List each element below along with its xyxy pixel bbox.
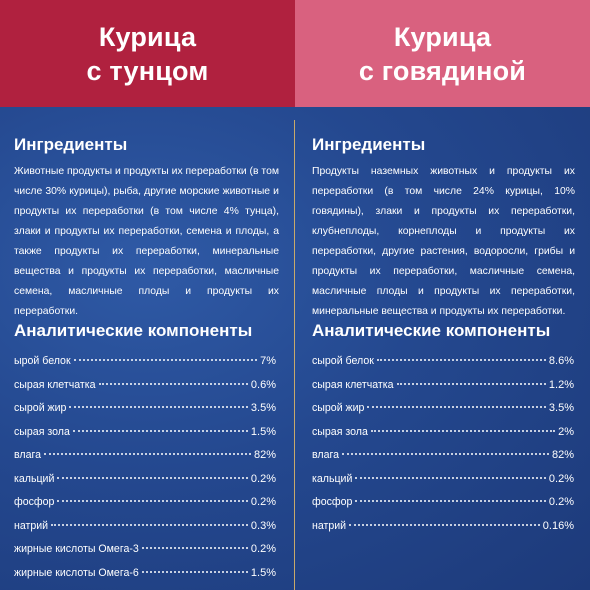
component-name: сырой жир [312, 402, 365, 414]
left-analytical-title: Аналитические компоненты [14, 321, 253, 340]
component-name: жирные кислоты Омега-6 [14, 566, 139, 579]
component-row: сырая клетчатка 1.2% [312, 374, 574, 398]
component-value: 0.2% [250, 472, 276, 485]
component-row: фосфор 0.2% [312, 491, 574, 515]
component-name: фосфор [312, 496, 353, 508]
left-ingredients-title: Ингредиенты [14, 135, 128, 154]
dot-leader [141, 547, 248, 549]
component-row: натрий 0.16% [312, 515, 574, 539]
component-value: 7% [260, 355, 276, 367]
dot-leader [51, 523, 248, 526]
component-name: ырой белок [14, 355, 71, 367]
component-value: 82% [551, 449, 574, 461]
dot-leader [57, 476, 248, 479]
component-row: сырая зола 1.5% [14, 421, 276, 445]
column-divider [294, 120, 295, 590]
component-name: фосфор [14, 496, 55, 508]
right-components-list: сырой белок 8.6% сырая клетчатка 1.2% сырой … [312, 350, 574, 538]
dot-leader [370, 429, 556, 432]
component-value: 0.6% [250, 378, 276, 391]
component-name: сырая клетчатка [312, 378, 394, 391]
right-ingredients-title: Ингредиенты [312, 135, 426, 154]
component-name: кальций [14, 472, 55, 485]
dot-leader [376, 359, 546, 361]
dot-leader [341, 453, 549, 455]
component-value: 3.5% [548, 402, 574, 414]
component-value: 1.2% [548, 378, 574, 391]
component-row: кальций 0.2% [14, 468, 276, 492]
left-product-title-line2: с тунцом [86, 55, 209, 86]
component-value: 0.2% [250, 496, 276, 508]
component-name: сырой белок [312, 355, 374, 367]
dot-leader [355, 476, 546, 479]
right-ingredients-text: Продукты наземных животных и продукты их… [312, 166, 575, 317]
component-name: сырая зола [312, 425, 368, 438]
right-product-title-line2: с говядиной [358, 55, 527, 86]
component-value: 0.3% [250, 519, 276, 532]
left-content: Ингредиенты Животные продукты и продукты… [0, 107, 295, 590]
component-row: влага 82% [312, 444, 574, 468]
left-components-list: ырой белок 7% сырая клетчатка 0.6% сырой жир… [14, 350, 276, 585]
right-content: Ингредиенты Продукты наземных животных и… [295, 107, 590, 590]
dot-leader [141, 570, 248, 573]
dot-leader [367, 406, 546, 408]
component-name: жирные кислоты Омега-3 [14, 543, 139, 555]
dot-leader [355, 500, 546, 502]
component-row: сырой жир 3.5% [14, 397, 276, 421]
dot-leader [69, 406, 248, 408]
right-product-title-line1: Курица [393, 21, 492, 52]
component-name: натрий [14, 519, 49, 532]
component-row: кальций 0.2% [312, 468, 574, 492]
dot-leader [57, 500, 248, 502]
component-row: сырой белок 8.6% [312, 350, 574, 374]
left-ingredients-text: Животные продукты и продукты их перерабо… [14, 166, 279, 317]
component-row: фосфор 0.2% [14, 491, 276, 515]
right-product-column: Курица с говядиной Ингредиенты Продукты … [295, 0, 590, 590]
dot-leader [72, 429, 248, 432]
component-value: 3.5% [250, 402, 276, 414]
component-value: 2% [558, 425, 574, 438]
right-analytical-title: Аналитические компоненты [312, 321, 551, 340]
component-row: жирные кислоты Омега-3 0.2% [14, 538, 276, 562]
dot-leader [349, 523, 540, 526]
component-name: влага [14, 449, 41, 461]
dot-leader [98, 382, 248, 385]
dot-leader [73, 359, 258, 361]
component-row: сырая зола 2% [312, 421, 574, 445]
left-product-column: Курица с тунцом Ингредиенты Животные про… [0, 0, 295, 590]
dot-leader [43, 453, 251, 455]
dot-leader [396, 382, 546, 385]
component-row: жирные кислоты Омега-6 1.5% [14, 562, 276, 586]
component-name: сырая зола [14, 425, 70, 438]
component-name: натрий [312, 519, 347, 532]
component-row: ырой белок 7% [14, 350, 276, 374]
component-value: 0.2% [250, 543, 276, 555]
component-value: 1.5% [250, 425, 276, 438]
component-value: 0.2% [548, 472, 574, 485]
component-value: 0.16% [542, 519, 574, 532]
component-name: влага [312, 449, 339, 461]
component-value: 1.5% [250, 566, 276, 579]
component-row: сырая клетчатка 0.6% [14, 374, 276, 398]
component-name: сырой жир [14, 402, 67, 414]
left-product-title-line1: Курица [98, 21, 197, 52]
component-row: сырой жир 3.5% [312, 397, 574, 421]
right-product-header: Курица с говядиной [295, 0, 590, 107]
component-row: натрий 0.3% [14, 515, 276, 539]
component-value: 8.6% [548, 355, 574, 367]
component-name: сырая клетчатка [14, 378, 96, 391]
component-value: 0.2% [548, 496, 574, 508]
component-name: кальций [312, 472, 353, 485]
left-product-header: Курица с тунцом [0, 0, 295, 107]
component-row: влага 82% [14, 444, 276, 468]
component-value: 82% [253, 449, 276, 461]
